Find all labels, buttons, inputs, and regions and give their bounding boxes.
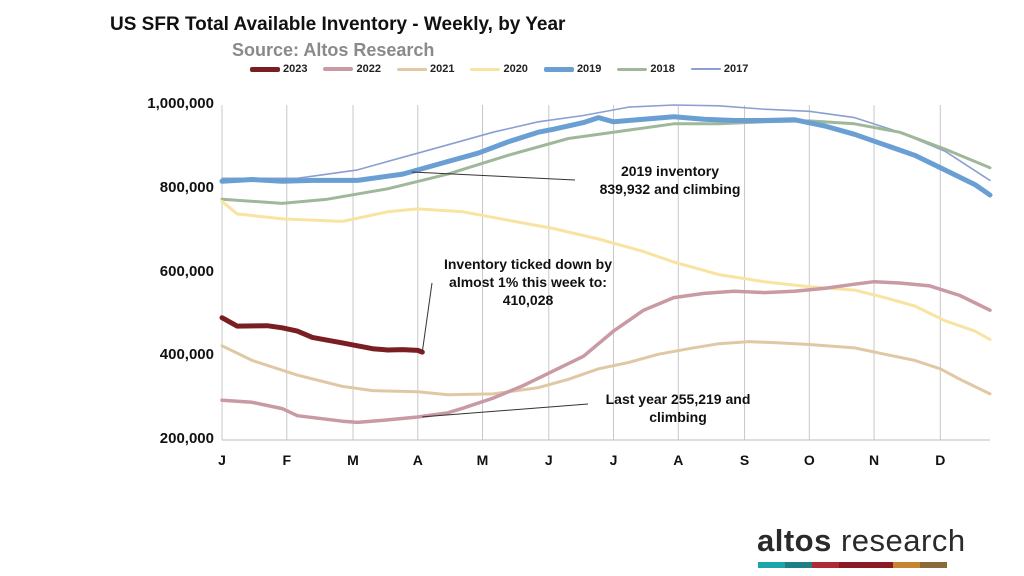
brand-bar-segment-3: [839, 562, 866, 568]
legend-swatch-2022: [323, 67, 354, 71]
x-tick-label-9: O: [803, 452, 815, 468]
brand-bar-segment-2: [812, 562, 839, 568]
x-tick-label-4: M: [476, 452, 489, 468]
vertical-gridlines: [221, 105, 941, 440]
annotation-2022: Last year 255,219 and climbing: [588, 390, 768, 426]
annotation-2019-line2: 839,932 and climbing: [599, 181, 741, 197]
series-line-2023: [219, 315, 425, 355]
chart-subtitle: Source: Altos Research: [232, 40, 435, 60]
x-tick-label-7: A: [673, 452, 684, 468]
legend-item-2021: 2021: [396, 63, 455, 75]
legend-label-2021: 2021: [429, 63, 455, 75]
annotation-leader-2: [422, 403, 589, 418]
y-tick-label-0: 200,000: [159, 430, 214, 447]
y-tick-label-1: 400,000: [159, 346, 214, 364]
x-tick-label-1: F: [282, 452, 292, 468]
annotation-leader-1: [421, 282, 433, 353]
annotation-2019-line1: 2019 inventory: [620, 163, 720, 179]
legend-item-2019: 2019: [543, 63, 602, 75]
legend-label-2017: 2017: [723, 63, 749, 75]
annotation-2022-line1: Last year 255,219 and: [605, 391, 751, 407]
annotation-leader-lines: [411, 171, 589, 418]
legend-swatch-2023: [250, 66, 280, 72]
legend-item-2020: 2020: [470, 63, 528, 75]
legend-label-2022: 2022: [356, 63, 381, 75]
legend-swatch-2019: [543, 66, 574, 72]
legend-item-2017: 2017: [690, 63, 749, 75]
x-tick-label-10: N: [868, 452, 880, 468]
legend-label-2019: 2019: [576, 63, 602, 75]
y-tick-label-2: 600,000: [159, 262, 214, 280]
x-tick-label-5: J: [544, 452, 553, 468]
brand-bar-segment-4: [866, 562, 893, 568]
annotation-2023-line3: 410,028: [502, 292, 554, 308]
legend-label-2018: 2018: [650, 63, 675, 75]
brand-color-bar: [758, 562, 947, 568]
series-line-2019: [219, 114, 993, 198]
x-tick-label-2: M: [347, 452, 359, 468]
x-tick-label-11: D: [935, 452, 946, 468]
annotation-2022-line2: climbing: [649, 409, 707, 425]
annotation-2023-line1: Inventory ticked down by: [443, 256, 613, 272]
brand-bar-segment-5: [893, 562, 920, 568]
series-line-2022: [220, 279, 992, 425]
x-tick-label-6: J: [609, 452, 618, 468]
brand-word-research: research: [831, 523, 966, 558]
chart-title: US SFR Total Available Inventory - Weekl…: [110, 14, 566, 35]
legend-item-2023: 2023: [250, 63, 307, 75]
annotation-2023-line2: almost 1% this week to:: [449, 274, 607, 290]
brand-bar-segment-0: [758, 562, 785, 568]
legend-label-2023: 2023: [283, 63, 308, 75]
x-tick-label-8: S: [739, 452, 750, 468]
brand-logo: altos research: [757, 523, 966, 559]
y-tick-label-4: 1,000,000: [147, 95, 214, 112]
series-lines: [219, 104, 993, 425]
brand-bar-segment-1: [785, 562, 812, 568]
legend-item-2018: 2018: [617, 63, 675, 75]
x-tick-label-0: J: [218, 452, 226, 468]
annotation-2019: 2019 inventory 839,932 and climbing: [575, 162, 765, 198]
annotation-leader-0: [411, 171, 576, 181]
series-line-2020: [220, 199, 992, 341]
y-tick-label-3: 800,000: [159, 178, 214, 196]
x-tick-label-3: A: [412, 452, 423, 468]
legend-item-2022: 2022: [323, 63, 381, 75]
annotation-2023: Inventory ticked down by almost 1% this …: [428, 255, 628, 309]
series-line-2017: [221, 104, 991, 182]
legend-swatch-2018: [617, 67, 648, 71]
brand-bar-segment-6: [920, 562, 947, 568]
legend-label-2020: 2020: [503, 63, 528, 75]
chart-legend: 2023 2022 2021 2020 2019 2018 2017: [250, 63, 764, 75]
series-line-2018: [220, 119, 992, 205]
legend-swatch-2021: [396, 67, 427, 71]
legend-swatch-2020: [470, 67, 501, 71]
legend-swatch-2017: [690, 68, 721, 70]
series-line-2021: [220, 340, 992, 397]
brand-word-altos: altos: [757, 523, 832, 558]
